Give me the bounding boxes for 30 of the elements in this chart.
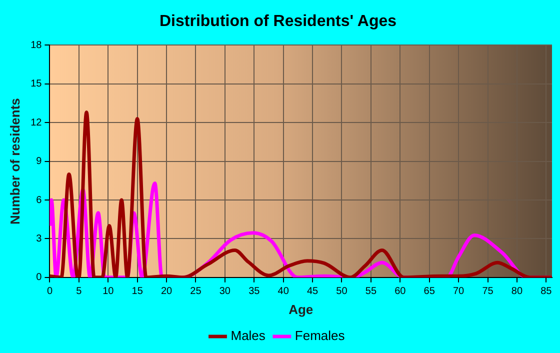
x-tick-label: 70 — [452, 286, 465, 298]
x-tick-label: 0 — [46, 286, 53, 298]
y-tick-label: 6 — [36, 194, 42, 206]
x-tick-label: 80 — [511, 286, 523, 298]
y-tick-label: 3 — [36, 233, 42, 244]
x-tick-label: 45 — [306, 286, 319, 298]
y-tick-label: 18 — [30, 40, 42, 51]
x-tick-label: 75 — [482, 286, 494, 298]
y-tick-label: 15 — [30, 78, 42, 90]
x-axis-title: Age — [288, 302, 314, 317]
x-tick-label: 10 — [102, 286, 114, 298]
y-tick-label: 0 — [36, 272, 42, 284]
x-tick-label: 60 — [394, 286, 406, 298]
y-axis-title: Number of residents — [7, 98, 22, 225]
x-tick-label: 85 — [540, 286, 552, 298]
x-tick-label: 50 — [336, 286, 348, 298]
x-tick-label: 65 — [424, 286, 436, 298]
x-tick-label: 20 — [160, 286, 173, 298]
x-tick-label: 5 — [76, 286, 82, 298]
y-tick-label: 12 — [30, 117, 42, 128]
x-tick-label: 15 — [132, 286, 144, 298]
x-tick-label: 25 — [190, 286, 202, 298]
legend-label: Males — [230, 328, 266, 344]
legend-label: Females — [294, 328, 346, 344]
x-tick-label: 55 — [365, 286, 377, 298]
x-tick-label: 35 — [248, 286, 260, 298]
y-tick-label: 9 — [36, 156, 42, 168]
x-tick-label: 30 — [219, 286, 231, 298]
chart-title: Distribution of Residents' Ages — [159, 13, 397, 30]
x-tick-label: 40 — [278, 286, 290, 298]
